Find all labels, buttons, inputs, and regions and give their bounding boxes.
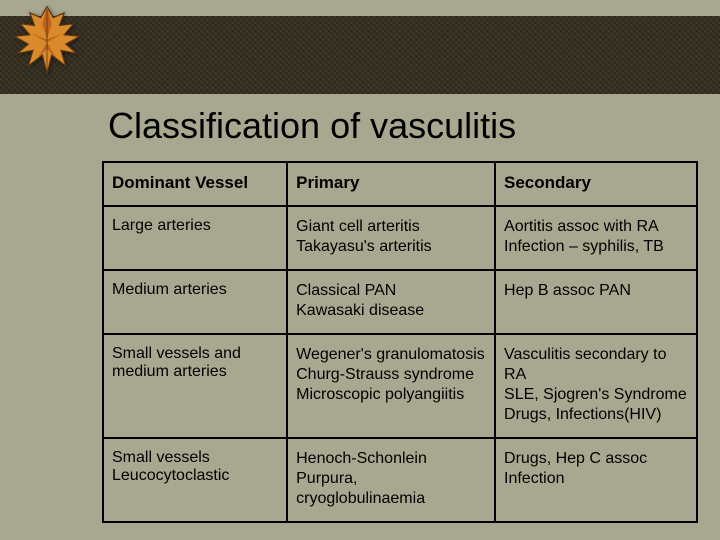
col-header-secondary: Secondary bbox=[495, 162, 697, 206]
cell-secondary: Drugs, Hep C assoc Infection bbox=[495, 438, 697, 522]
leaf-icon bbox=[8, 2, 86, 80]
table-header-row: Dominant Vessel Primary Secondary bbox=[103, 162, 697, 206]
col-header-primary: Primary bbox=[287, 162, 495, 206]
decorative-texture bbox=[0, 16, 720, 94]
table-row: Large arteries Giant cell arteritis Taka… bbox=[103, 206, 697, 270]
cell-vessel: Medium arteries bbox=[103, 270, 287, 334]
table-row: Small vessels Leucocytoclastic Henoch-Sc… bbox=[103, 438, 697, 522]
cell-secondary: Hep B assoc PAN bbox=[495, 270, 697, 334]
cell-secondary: Aortitis assoc with RA Infection – syphi… bbox=[495, 206, 697, 270]
cell-primary: Giant cell arteritis Takayasu's arteriti… bbox=[287, 206, 495, 270]
page-title: Classification of vasculitis bbox=[102, 95, 698, 161]
col-header-vessel: Dominant Vessel bbox=[103, 162, 287, 206]
classification-table: Dominant Vessel Primary Secondary Large … bbox=[102, 161, 698, 523]
cell-vessel: Small vessels Leucocytoclastic bbox=[103, 438, 287, 522]
cell-primary: Classical PAN Kawasaki disease bbox=[287, 270, 495, 334]
slide-content: Classification of vasculitis Dominant Ve… bbox=[102, 95, 698, 540]
table-row: Medium arteries Classical PAN Kawasaki d… bbox=[103, 270, 697, 334]
cell-primary: Henoch-Schonlein Purpura, cryoglobulinae… bbox=[287, 438, 495, 522]
top-band bbox=[0, 0, 720, 95]
cell-vessel: Small vessels and medium arteries bbox=[103, 334, 287, 438]
table-row: Small vessels and medium arteries Wegene… bbox=[103, 334, 697, 438]
cell-vessel: Large arteries bbox=[103, 206, 287, 270]
cell-secondary: Vasculitis secondary to RA SLE, Sjogren'… bbox=[495, 334, 697, 438]
cell-primary: Wegener's granulomatosis Churg-Strauss s… bbox=[287, 334, 495, 438]
